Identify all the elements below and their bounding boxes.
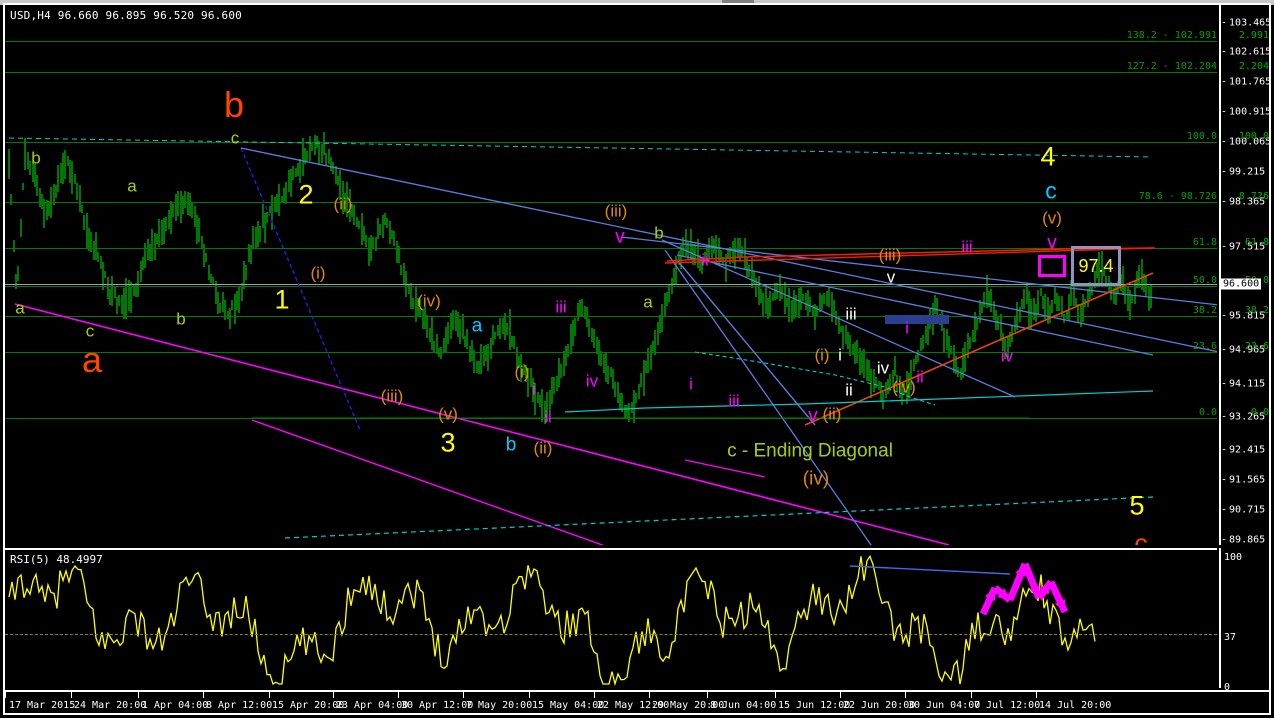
price-axis-tick: -92.415 bbox=[1221, 444, 1266, 456]
time-axis-separator bbox=[333, 692, 334, 698]
fib-axis-label: 100.0 bbox=[1238, 131, 1269, 142]
rsi-axis-tick: 0 bbox=[1224, 682, 1231, 693]
time-axis-label: 15 Apr 20:00 bbox=[272, 700, 345, 711]
time-axis-label: 15 May 04:00 bbox=[532, 700, 605, 711]
time-axis[interactable]: 17 Mar 2015 24 Mar 20:00 1 Apr 04:00 8 Apr … bbox=[5, 690, 1271, 716]
rsi-indicator-pane[interactable] bbox=[5, 548, 1217, 688]
fib-level-label: 50.0 bbox=[1192, 275, 1217, 286]
time-axis-separator bbox=[971, 692, 972, 698]
price-axis-tick: -94.965 bbox=[1221, 344, 1266, 356]
fib-level-label: 0.0 bbox=[1198, 407, 1217, 418]
time-axis-separator bbox=[707, 692, 708, 698]
price-axis-tick: -99.215 bbox=[1221, 166, 1266, 178]
window-titlebar bbox=[0, 0, 1274, 5]
time-axis-label: 30 Jun 04:00 bbox=[908, 700, 981, 711]
trendline-drawings[interactable] bbox=[5, 5, 1217, 545]
time-axis-label: 8 Apr 12:00 bbox=[206, 700, 273, 711]
current-price-tag: 96.600 bbox=[1221, 278, 1262, 290]
price-axis-tick: -100.915 bbox=[1221, 106, 1272, 118]
fib-level-label: 38.2 bbox=[1192, 305, 1217, 316]
time-axis-separator bbox=[71, 692, 72, 698]
rsi-level-line bbox=[5, 634, 1217, 635]
time-axis-separator bbox=[398, 692, 399, 698]
current-price-line bbox=[5, 284, 1217, 285]
time-axis-separator bbox=[463, 692, 464, 698]
rsi-axis-tick: 100 bbox=[1224, 552, 1243, 563]
time-axis-label: 15 Jun 12:00 bbox=[778, 700, 851, 711]
time-axis-label: 30 Apr 12:00 bbox=[401, 700, 474, 711]
price-marker-rect[interactable] bbox=[1038, 255, 1066, 277]
fib-axis-label: 61.8 bbox=[1244, 237, 1269, 248]
time-axis-separator bbox=[269, 692, 270, 698]
fib-level-label: 100.0 bbox=[1186, 131, 1217, 142]
fib-line bbox=[5, 286, 1217, 287]
fib-line bbox=[5, 72, 1217, 73]
price-axis-tick: -101.765 bbox=[1221, 76, 1272, 88]
time-axis-label: 29 May 20:00 bbox=[652, 700, 725, 711]
price-chart-pane[interactable]: 138.2 - 102.991 127.2 - 102.204 100.0 78.6 … bbox=[5, 5, 1217, 545]
time-axis-separator bbox=[1036, 692, 1037, 698]
time-axis-label: 22 May 12:00 bbox=[597, 700, 670, 711]
rsi-line bbox=[8, 554, 1096, 687]
fib-line bbox=[5, 202, 1217, 203]
rsi-header-label: RSI(5) 48.4997 bbox=[10, 553, 103, 566]
fib-level-label: 61.8 bbox=[1192, 237, 1217, 248]
time-axis-label: 7 Jul 12:00 bbox=[974, 700, 1041, 711]
time-axis-label: 14 Jul 20:00 bbox=[1039, 700, 1112, 711]
price-axis-tick: -95.815 bbox=[1221, 310, 1266, 322]
fib-level-label: 78.6 - 98.726 bbox=[1138, 191, 1217, 202]
time-axis-separator bbox=[138, 692, 139, 698]
fib-line bbox=[5, 352, 1217, 353]
time-axis-separator bbox=[203, 692, 204, 698]
price-axis-tick: -98.365 bbox=[1221, 196, 1266, 208]
time-axis-separator bbox=[840, 692, 841, 698]
price-axis[interactable]: -103.465 -102.615 -101.765 -100.915 -100.065… bbox=[1219, 5, 1272, 546]
fib-level-label: 23.6 bbox=[1192, 341, 1217, 352]
price-axis-tick: -93.265 bbox=[1221, 411, 1266, 423]
fib-axis-label: 0.0 bbox=[1250, 407, 1269, 418]
time-axis-separator bbox=[594, 692, 595, 698]
fib-line bbox=[5, 142, 1217, 143]
fib-axis-label: 2.991 bbox=[1238, 30, 1269, 41]
fib-line bbox=[5, 41, 1217, 42]
fib-level-label: 127.2 - 102.204 bbox=[1126, 61, 1217, 72]
rsi-forecast-arrows[interactable] bbox=[5, 550, 1217, 688]
price-axis-tick: -97.515 bbox=[1221, 241, 1266, 253]
time-axis-label: 23 Apr 04:00 bbox=[336, 700, 409, 711]
fib-line bbox=[5, 316, 1217, 317]
symbol-header: USD,H4 96.660 96.895 96.520 96.600 bbox=[10, 9, 242, 22]
time-axis-separator bbox=[775, 692, 776, 698]
rsi-axis: 100 37 0 bbox=[1219, 548, 1271, 693]
time-axis-label: 22 Jun 20:00 bbox=[843, 700, 916, 711]
fib-level-label: 138.2 - 102.991 bbox=[1126, 30, 1217, 41]
fib-line bbox=[5, 248, 1217, 249]
time-axis-separator bbox=[5, 692, 6, 698]
rsi-axis-tick: 37 bbox=[1224, 632, 1237, 643]
time-axis-label: 17 Mar 2015 bbox=[9, 700, 76, 711]
time-axis-label: 7 May 20:00 bbox=[466, 700, 533, 711]
fib-axis-label: 2.204 bbox=[1238, 61, 1269, 72]
time-axis-label: 1 Apr 04:00 bbox=[142, 700, 209, 711]
price-axis-tick: -100.065 bbox=[1221, 136, 1272, 148]
time-axis-label: 24 Mar 20:00 bbox=[74, 700, 147, 711]
fib-axis-label: 23.6 bbox=[1244, 341, 1269, 352]
time-axis-separator bbox=[529, 692, 530, 698]
time-axis-separator bbox=[649, 692, 650, 698]
price-axis-tick: -91.565 bbox=[1221, 474, 1266, 486]
price-bars bbox=[8, 132, 1152, 424]
time-axis-label: 8 Jun 04:00 bbox=[710, 700, 777, 711]
price-axis-tick: -89.865 bbox=[1221, 534, 1266, 546]
time-axis-separator bbox=[905, 692, 906, 698]
price-axis-tick: -102.615 bbox=[1221, 46, 1272, 58]
fib-axis-label: 8.726 bbox=[1238, 191, 1269, 202]
price-axis-tick: -103.465 bbox=[1221, 17, 1272, 29]
price-axis-tick: -90.715 bbox=[1221, 504, 1266, 516]
price-box-value: 97.4 bbox=[1078, 255, 1114, 276]
fib-axis-label: 38.2 bbox=[1244, 305, 1269, 316]
price-level-box[interactable]: 97.4 bbox=[1071, 246, 1121, 286]
price-axis-tick: -94.115 bbox=[1221, 378, 1266, 390]
